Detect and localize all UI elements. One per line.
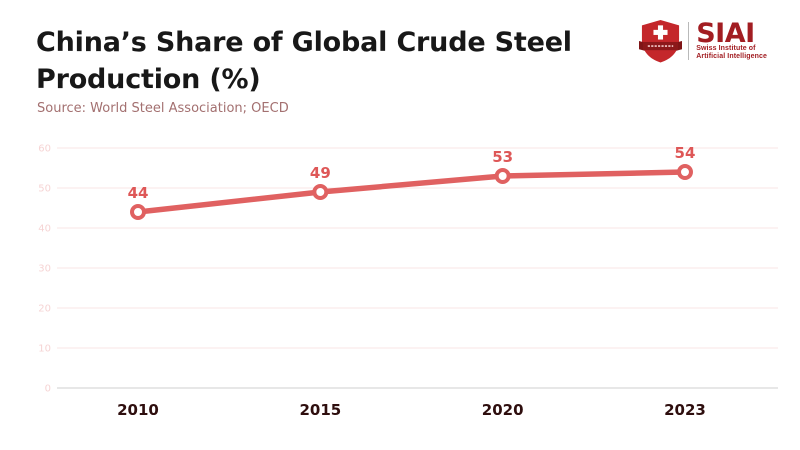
line-chart-canvas: 0 10 20 30 40 50 60 44 2010 49 2015 53 2020 54 2023 xyxy=(38,144,778,419)
y-axis-label: 50 xyxy=(38,184,51,195)
page-title-line1: China’s Share of Global Crude Steel xyxy=(36,27,572,58)
page-title: China’s Share of Global Crude Steel Produ… xyxy=(36,24,616,98)
x-axis-label: 2010 xyxy=(117,401,159,419)
siai-logo: SIAI Swiss Institute of Artificial Intel… xyxy=(639,19,767,63)
data-point-marker xyxy=(312,184,329,200)
shield-icon xyxy=(639,19,683,63)
y-axis-label: 40 xyxy=(38,224,51,235)
source-note: Source: World Steel Association; OECD xyxy=(37,101,289,116)
logo-subtitle-line2: Artificial Intelligence xyxy=(696,52,767,60)
y-axis-label: 10 xyxy=(38,344,51,355)
y-axis-label: 60 xyxy=(38,144,51,155)
y-axis-label: 20 xyxy=(38,304,51,315)
data-point-marker xyxy=(130,204,146,220)
data-line xyxy=(135,169,688,215)
data-point-marker xyxy=(494,168,511,184)
line-chart: 0 10 20 30 40 50 60 44 2010 49 2015 53 2020 54 2023 xyxy=(0,135,800,435)
page-title-line2: Production (%) xyxy=(36,64,261,95)
data-point-label: 53 xyxy=(492,148,513,166)
logo-text: SIAI Swiss Institute of Artificial Intel… xyxy=(696,17,767,61)
header: China’s Share of Global Crude Steel Produ… xyxy=(36,24,616,98)
x-axis-label: 2015 xyxy=(299,401,341,419)
logo-subtitle-line1: Swiss Institute of xyxy=(696,44,756,52)
y-axis-label: 30 xyxy=(38,264,51,275)
y-axis-label: 0 xyxy=(45,384,51,395)
data-point-label: 49 xyxy=(310,164,331,182)
logo-divider xyxy=(688,22,690,60)
data-point-label: 44 xyxy=(128,184,149,202)
x-axis-label: 2020 xyxy=(482,401,524,419)
x-axis-label: 2023 xyxy=(664,401,706,419)
data-point-marker xyxy=(676,164,693,180)
data-point-label: 54 xyxy=(675,144,696,162)
logo-acronym: SIAI xyxy=(696,17,755,49)
